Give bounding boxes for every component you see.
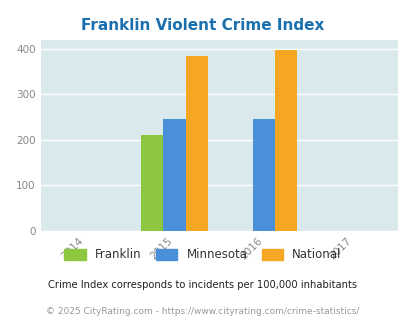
Legend: Franklin, Minnesota, National: Franklin, Minnesota, National (64, 248, 341, 261)
Bar (185, 56, 208, 231)
Bar (252, 119, 275, 231)
Text: Franklin Violent Crime Index: Franklin Violent Crime Index (81, 18, 324, 33)
Bar (275, 50, 297, 231)
Bar (163, 119, 185, 231)
Text: Crime Index corresponds to incidents per 100,000 inhabitants: Crime Index corresponds to incidents per… (48, 280, 357, 290)
Text: © 2025 CityRating.com - https://www.cityrating.com/crime-statistics/: © 2025 CityRating.com - https://www.city… (46, 307, 359, 316)
Bar (141, 135, 163, 231)
